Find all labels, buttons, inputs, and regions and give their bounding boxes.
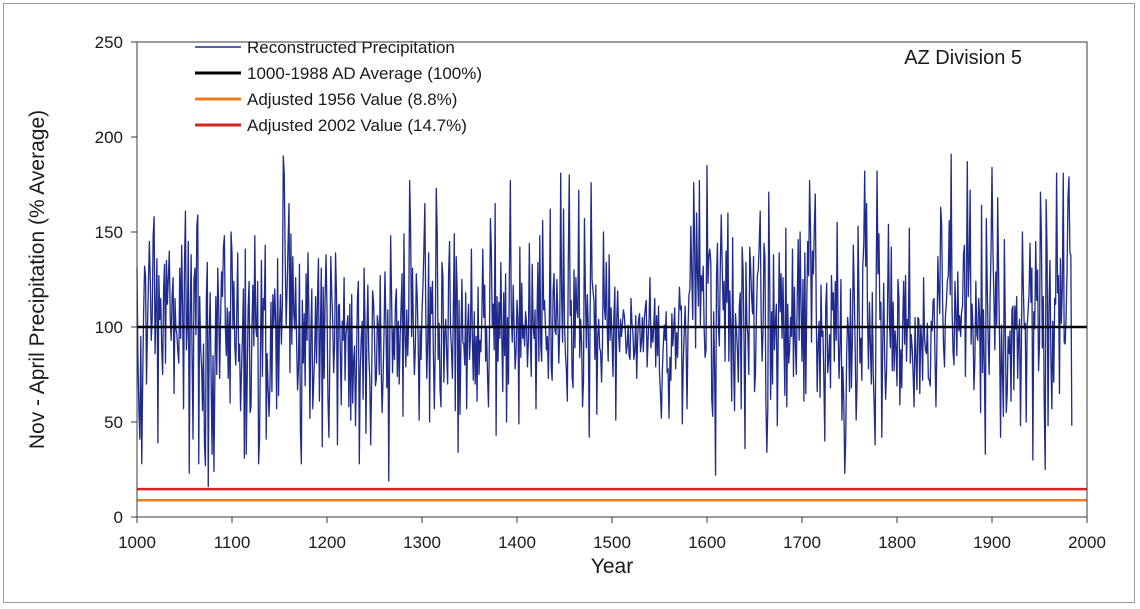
chart-frame: 1000 1100 1200 1300 1400 1500 1600 1700 1800 1900… (3, 3, 1135, 603)
x-axis-label: Year (591, 555, 633, 578)
legend-item-reconstructed-label: Reconstructed Precipitation (247, 38, 455, 57)
legend-item-1956-label: Adjusted 1956 Value (8.8%) (247, 90, 457, 109)
x-tick-label: 1600 (688, 533, 726, 552)
legend-item-2002-label: Adjusted 2002 Value (14.7%) (247, 116, 467, 135)
y-tick-label: 200 (95, 128, 123, 147)
legend: Reconstructed Precipitation 1000-1988 AD … (195, 38, 482, 135)
x-tick-label: 1800 (878, 533, 916, 552)
y-axis-label: Nov - April Precipitation (% Average) (26, 110, 49, 449)
x-tick-label: 1300 (403, 533, 441, 552)
series-line-reconstructed-precipitation (136, 153, 1073, 488)
x-tick-label: 1400 (498, 533, 536, 552)
y-tick-label: 100 (95, 318, 123, 337)
y-tick-label: 250 (95, 33, 123, 52)
plot-area-border (136, 41, 1088, 518)
x-tick-label: 1500 (593, 533, 631, 552)
x-tick-label: 1000 (118, 533, 156, 552)
x-tick-label: 1700 (783, 533, 821, 552)
y-tick-label: 150 (95, 223, 123, 242)
x-tick-label: 1900 (973, 533, 1011, 552)
precipitation-chart: 1000 1100 1200 1300 1400 1500 1600 1700 1800 1900… (26, 33, 1106, 578)
y-tick-label: 0 (114, 508, 123, 527)
legend-item-average-label: 1000-1988 AD Average (100%) (247, 64, 482, 83)
x-tick-label: 1200 (308, 533, 346, 552)
x-tick-label: 2000 (1068, 533, 1106, 552)
chart-title: AZ Division 5 (904, 47, 1022, 69)
x-tick-label: 1100 (214, 533, 251, 552)
y-tick-label: 50 (104, 413, 123, 432)
